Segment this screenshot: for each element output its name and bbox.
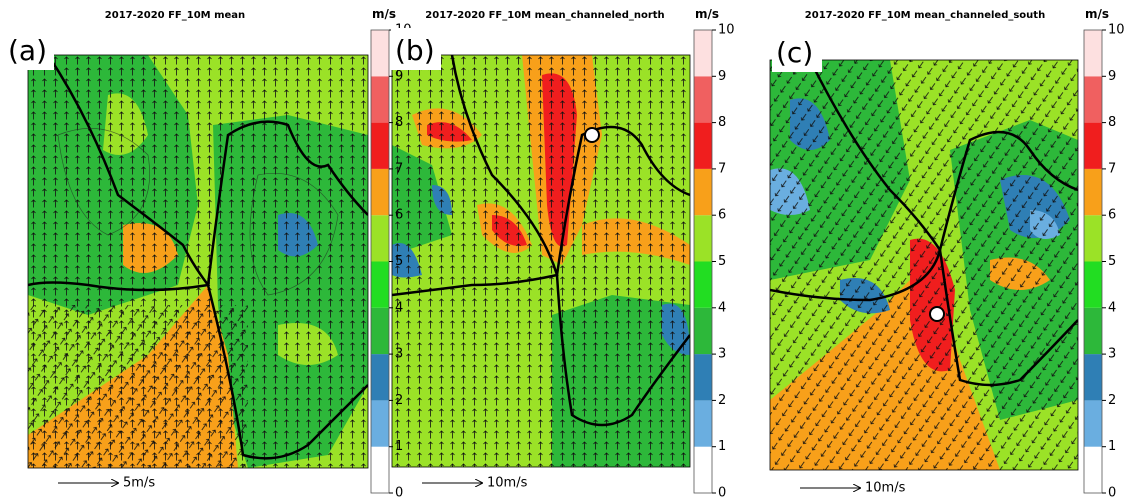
colorbar-tick-label: 9 — [395, 69, 403, 84]
colorbar-tick-label: 1 — [1108, 439, 1116, 454]
colorbar-segment — [371, 30, 389, 77]
colorbar-tick-label: 5 — [718, 254, 726, 269]
colorbar-tick-label: 1 — [718, 439, 726, 454]
colorbar-tick-label: 6 — [1108, 208, 1116, 223]
colorbar-tick-label: 10 — [718, 23, 735, 38]
colorbar-segment — [1084, 122, 1102, 169]
map-frame — [27, 54, 369, 469]
colorbar-tick-label: 0 — [718, 486, 726, 497]
colorbar-segment — [371, 76, 389, 123]
colorbar-tick-label: 6 — [718, 208, 726, 223]
colorbar-segment — [1084, 400, 1102, 447]
colorbar-segment — [694, 30, 712, 77]
colorbar-segment — [371, 400, 389, 447]
colorbar-tick-label: 0 — [1108, 486, 1116, 497]
label-bg — [772, 30, 822, 72]
colorbar-segment — [1084, 261, 1102, 308]
colorbar-tick-label: 6 — [395, 208, 403, 223]
colorbar-segment — [1084, 76, 1102, 123]
colorbar-segment — [694, 168, 712, 216]
colorbar-segment — [371, 446, 389, 493]
colorbar-segment — [694, 400, 712, 447]
panel-label: (b) — [395, 34, 435, 67]
panel-label: (c) — [776, 36, 813, 69]
colorbar-tick-label: 10 — [1108, 23, 1125, 38]
colorbar-tick-label: 2 — [395, 393, 403, 408]
panel-label: (a) — [8, 34, 47, 67]
colorbar-segment — [694, 122, 712, 169]
colorbar-segment — [1084, 30, 1102, 77]
colorbar-tick-label: 9 — [718, 69, 726, 84]
colorbar-tick-label: 4 — [1108, 300, 1116, 315]
panel-title: 2017-2020 FF_10M mean — [105, 10, 245, 21]
colorbar-tick-label: 7 — [395, 161, 403, 176]
colorbar-segment — [694, 446, 712, 493]
colorbar-segment — [694, 76, 712, 123]
colorbar-unit: m/s — [1085, 7, 1109, 21]
colorbar-unit: m/s — [695, 7, 719, 21]
colorbar-tick-label: 2 — [1108, 393, 1116, 408]
colorbar-segment — [694, 261, 712, 308]
reference-label: 10m/s — [487, 476, 528, 491]
colorbar-tick-label: 2 — [718, 393, 726, 408]
colorbar-tick-label: 0 — [395, 486, 403, 497]
colorbar-segment — [1084, 446, 1102, 493]
colorbar-segment — [694, 307, 712, 355]
colorbar-tick-label: 5 — [1108, 254, 1116, 269]
colorbar-tick-label: 4 — [718, 300, 726, 315]
colorbar-tick-label: 9 — [1108, 69, 1116, 84]
colorbar-tick-label: 5 — [395, 254, 403, 269]
colorbar-segment — [1084, 215, 1102, 262]
map-c — [770, 60, 1078, 470]
colorbar-tick-label: 3 — [395, 347, 403, 362]
colorbar-tick-label: 8 — [395, 115, 403, 130]
colorbar-segment — [371, 261, 389, 308]
colorbar-tick-label: 3 — [1108, 347, 1116, 362]
colorbar-tick-label: 8 — [1108, 115, 1116, 130]
colorbar-segment — [371, 215, 389, 262]
colorbar-tick-label: 4 — [395, 300, 403, 315]
map-frame — [769, 59, 1079, 471]
colorbar-tick-label: 3 — [718, 347, 726, 362]
map-a — [28, 55, 368, 468]
label-bg — [391, 28, 441, 70]
map-b — [392, 55, 690, 467]
colorbar-segment — [1084, 307, 1102, 355]
colorbar-segment — [1084, 168, 1102, 216]
colorbar-tick-label: 1 — [395, 439, 403, 454]
colorbar-segment — [694, 215, 712, 262]
reference-label: 10m/s — [865, 481, 906, 496]
panel-title: 2017-2020 FF_10M mean_channeled_north — [425, 10, 664, 21]
colorbar-segment — [371, 307, 389, 355]
colorbar-segment — [371, 168, 389, 216]
colorbar-segment — [371, 354, 389, 401]
colorbar-segment — [694, 354, 712, 401]
colorbar-segment — [1084, 354, 1102, 401]
colorbar-unit: m/s — [372, 7, 396, 21]
panel-title: 2017-2020 FF_10M mean_channeled_south — [805, 10, 1045, 21]
label-bg — [4, 28, 54, 70]
colorbar-tick-label: 7 — [1108, 161, 1116, 176]
colorbar-tick-label: 8 — [718, 115, 726, 130]
map-frame — [391, 54, 691, 468]
colorbar-tick-label: 7 — [718, 161, 726, 176]
colorbar-segment — [371, 122, 389, 169]
reference-label: 5m/s — [123, 476, 155, 491]
